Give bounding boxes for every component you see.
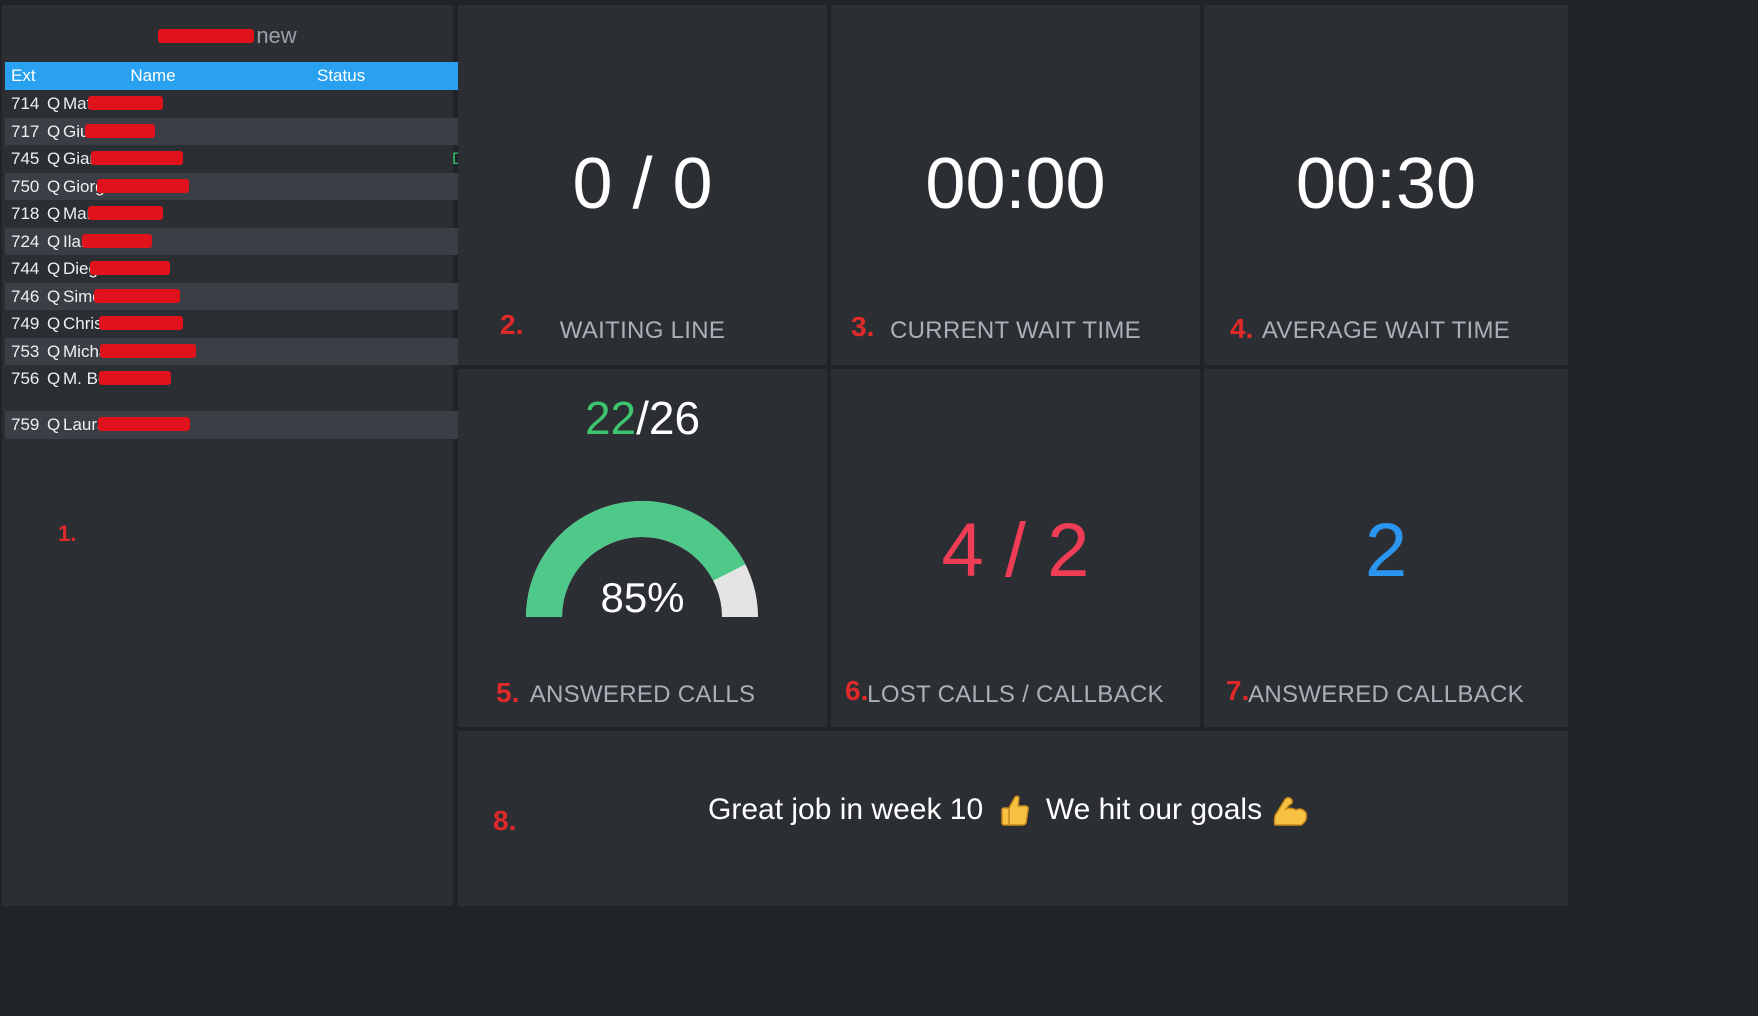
lost-calls-label: LOST CALLS / CALLBACK	[867, 681, 1164, 708]
agent-name: Giorg	[63, 172, 271, 200]
panel-title: new	[256, 23, 297, 48]
answered-calls-label: ANSWERED CALLS	[529, 681, 756, 708]
queue-flag[interactable]: Q	[47, 314, 61, 333]
annotation-7: 7.	[1226, 675, 1250, 706]
queue-flag[interactable]: Q	[47, 411, 63, 439]
ext-number: 745	[11, 149, 40, 168]
ext-number: 724	[5, 227, 47, 255]
agent-name: Laura	[63, 411, 271, 439]
queue-flag[interactable]: Q	[47, 337, 63, 365]
annotation-6: 6.	[845, 675, 869, 706]
agent-name: Giul	[63, 117, 271, 145]
redacted-name-block	[96, 178, 189, 193]
queue-flag[interactable]: Q	[47, 94, 61, 113]
queue-flag[interactable]: Q	[47, 172, 63, 200]
redacted-name-block	[88, 206, 164, 220]
ext-number: 756	[11, 369, 40, 388]
redacted-name-block	[99, 371, 172, 385]
agent-name: Mari	[63, 200, 271, 228]
gauge-answered-arc	[526, 501, 746, 617]
thumbs-up-icon	[1000, 795, 1029, 826]
agent-name: Simo	[63, 282, 271, 310]
redacted-name-block	[98, 417, 191, 431]
banner-text-part1: Great job in week 10	[708, 793, 984, 826]
total-count: /26	[636, 392, 701, 444]
agent-name: Micha	[63, 337, 271, 365]
banner-text-part2: We hit our goals	[1045, 793, 1263, 826]
waiting-line-label: WAITING LINE	[559, 317, 726, 344]
annotation-1: 1.	[58, 521, 77, 546]
average-wait-label: AVERAGE WAIT TIME	[1261, 317, 1511, 344]
redacted-name-block	[100, 343, 197, 358]
redacted-title-block	[158, 29, 254, 43]
annotation-5: 5.	[496, 677, 520, 708]
queue-panel: new Ext Name Status 714QMattBusy1717QGiu…	[2, 5, 581, 906]
ext-number: 718	[11, 204, 40, 223]
ext-number: 746	[5, 282, 47, 310]
ext-number: 753	[5, 337, 47, 365]
annotation-8: 8.	[493, 805, 517, 836]
queue-flag[interactable]: Q	[47, 117, 63, 145]
tile-average-wait: 00:30 4. AVERAGE WAIT TIME	[1204, 5, 1568, 365]
average-wait-value: 00:30	[1295, 144, 1477, 224]
redacted-name-block	[90, 151, 183, 165]
dashboard: new Ext Name Status 714QMattBusy1717QGiu…	[2, 5, 1568, 906]
redacted-name-block	[82, 233, 153, 248]
agent-name: Ilari	[63, 227, 271, 255]
redacted-name-block	[93, 288, 180, 303]
annotation-4: 4.	[1230, 313, 1254, 344]
answered-calls-ratio: 22/26	[458, 391, 827, 445]
extension-row[interactable]: 753QMichaBusy1	[5, 337, 581, 365]
answered-callback-value: 2	[1364, 508, 1408, 593]
banner-message: Great job in week 10 We hit our goals	[708, 793, 1316, 828]
current-wait-value: 00:00	[925, 144, 1106, 224]
queue-flag[interactable]: Q	[47, 369, 61, 388]
queue-flag[interactable]: Q	[47, 204, 61, 223]
tile-lost-calls: 4 / 2 6. LOST CALLS / CALLBACK	[831, 369, 1200, 727]
annotation-3: 3.	[851, 311, 875, 342]
ext-number: 750	[5, 172, 47, 200]
ext-number: 759	[5, 411, 47, 439]
tile-banner: 8. Great job in week 10 We hit our goals	[458, 731, 1568, 906]
ext-number: 714	[11, 94, 40, 113]
annotation-2: 2.	[500, 309, 524, 340]
tile-answered-callback: 2 7. ANSWERED CALLBACK	[1204, 369, 1568, 727]
answered-gauge	[526, 501, 758, 617]
column-name[interactable]: Name	[63, 62, 271, 90]
queue-flag[interactable]: Q	[47, 227, 63, 255]
agent-name: M. Be	[63, 365, 271, 411]
ext-number: 744	[11, 259, 40, 278]
ext-number: 717	[5, 117, 47, 145]
queue-flag[interactable]: Q	[47, 282, 63, 310]
redacted-name-block	[85, 123, 156, 138]
tile-waiting-line: 0 / 0 2. WAITING LINE	[458, 5, 827, 365]
tile-current-wait: 00:00 3. CURRENT WAIT TIME	[831, 5, 1200, 365]
column-ext[interactable]: Ext	[5, 62, 47, 90]
queue-flag[interactable]: Q	[47, 259, 61, 278]
agent-name: Matt	[63, 90, 271, 118]
tile-answered-calls: 22/26 85% 5. ANSWERED CALLS	[458, 369, 827, 727]
queue-flag[interactable]: Q	[47, 149, 61, 168]
flexed-biceps-icon	[1274, 797, 1308, 826]
waiting-line-value: 0 / 0	[572, 144, 713, 224]
redacted-name-block	[99, 316, 184, 330]
current-wait-label: CURRENT WAIT TIME	[890, 317, 1141, 344]
redacted-name-block	[89, 261, 170, 275]
agent-name: Christ	[63, 310, 271, 338]
ext-number: 749	[11, 314, 40, 333]
agent-name: Gian	[63, 145, 271, 173]
answered-count: 22	[584, 392, 637, 444]
answered-callback-label: ANSWERED CALLBACK	[1248, 681, 1524, 708]
agent-name: Dieg	[63, 255, 271, 283]
lost-calls-value: 4 / 2	[941, 508, 1090, 593]
answered-percent: 85%	[600, 574, 685, 621]
redacted-name-block	[88, 96, 164, 110]
